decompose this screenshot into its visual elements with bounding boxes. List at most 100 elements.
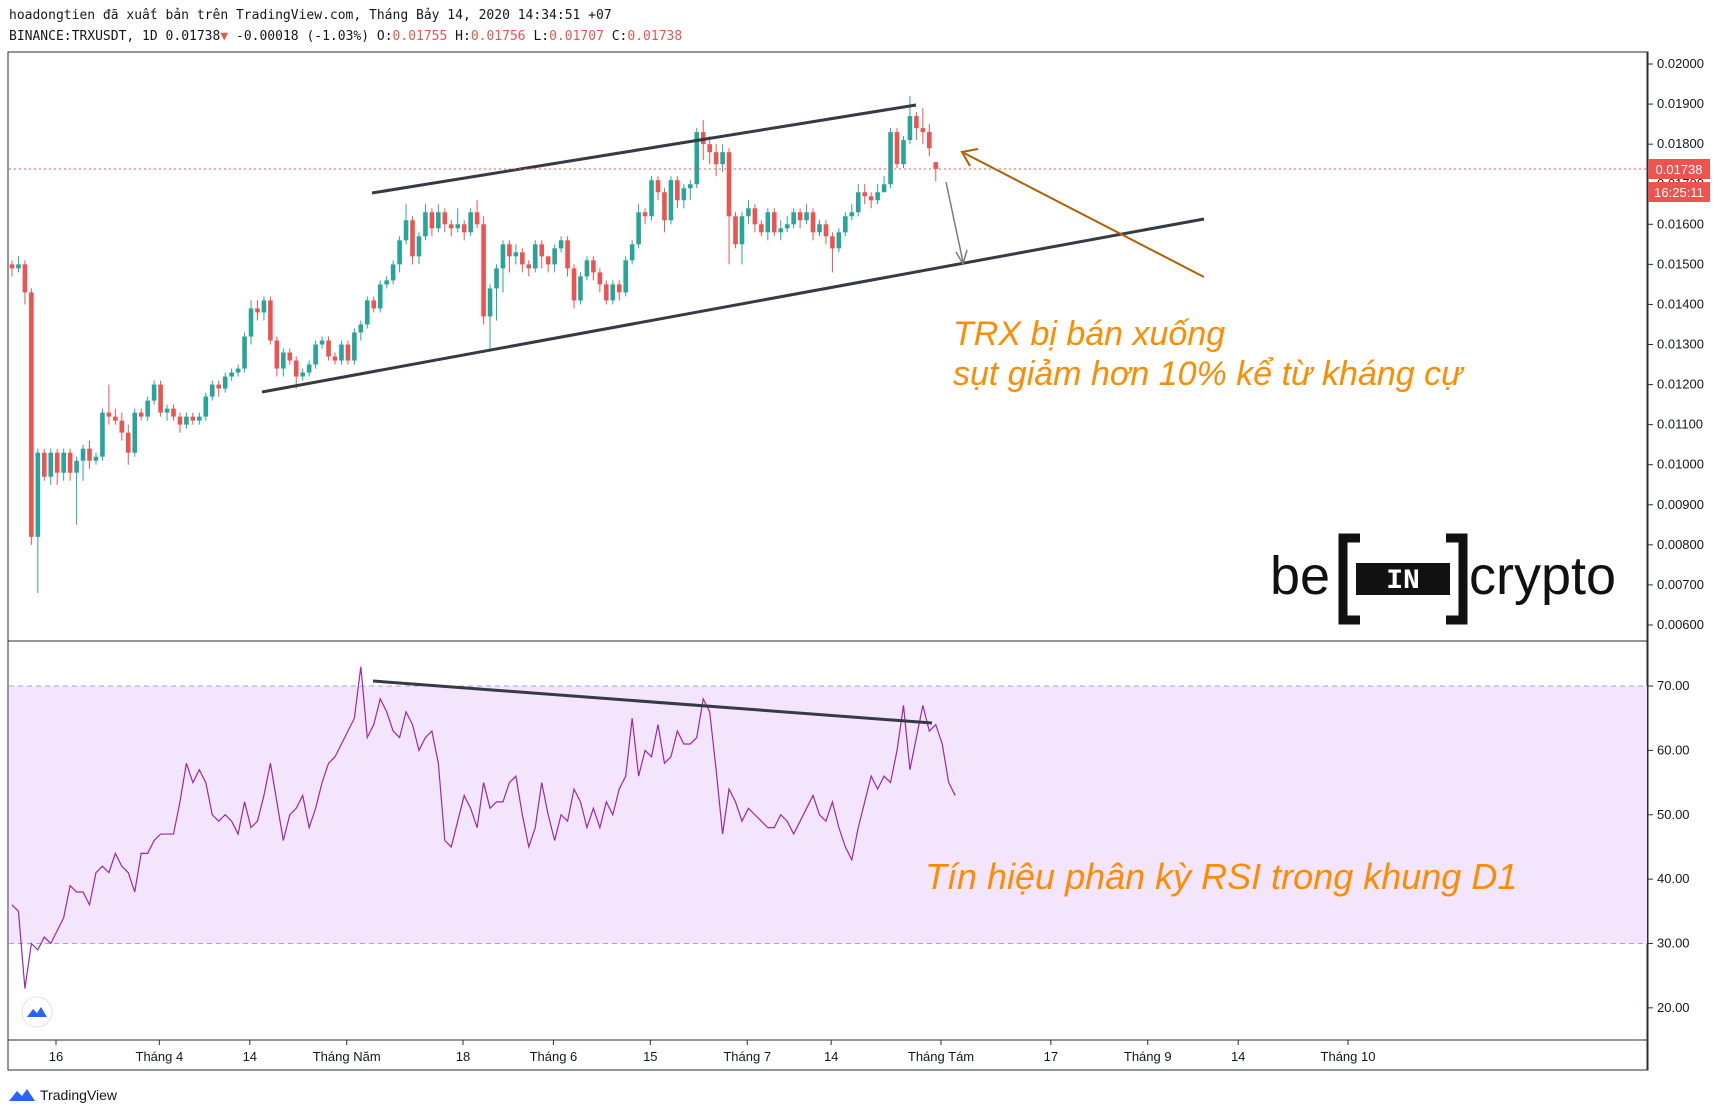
candle-body [403, 220, 409, 241]
candle-body [332, 356, 338, 361]
candle-body [843, 216, 848, 233]
candle-body [720, 152, 725, 165]
candle-body [623, 260, 628, 293]
footer-brand-label: TradingView [40, 1087, 118, 1103]
candle-body [552, 248, 557, 265]
open-value: 0.01755 [392, 29, 448, 44]
resistance-trendline[interactable] [371, 103, 917, 195]
time-tick-label: Tháng 9 [1124, 1049, 1172, 1064]
candle-body [274, 340, 280, 369]
resistance-pointer-arrow[interactable] [963, 152, 1205, 278]
logo-in-block [1356, 563, 1450, 595]
footer-brand[interactable]: TradingView [8, 1087, 117, 1103]
candle-body [197, 416, 202, 421]
beincrypto-logo: be IN crypto [1270, 533, 1616, 625]
candle-body [358, 324, 364, 333]
high-value: 0.01756 [470, 29, 526, 44]
candle-body [345, 344, 351, 361]
rsi-axis[interactable]: 70.00 60.00 50.00 40.00 30.00 20.00 [1647, 678, 1690, 1015]
countdown-label: 16:25:11 [1654, 185, 1704, 200]
time-tick-label: 15 [643, 1049, 657, 1064]
candle-body [784, 224, 790, 229]
candle-body [313, 344, 318, 365]
publish-line: hoadongtien đã xuất bản trên TradingView… [9, 8, 612, 23]
candle-body [61, 452, 66, 473]
candle-body [209, 384, 215, 397]
candle-body [526, 264, 532, 269]
candle-body [468, 212, 473, 233]
rsi-divergence-line[interactable] [372, 679, 933, 725]
price-tick-label: 0.01200 [1657, 377, 1704, 392]
candle-body [145, 400, 150, 417]
candle-body [507, 244, 512, 257]
candle-body [578, 276, 583, 301]
candle-body [203, 396, 209, 417]
price-change: -0.00018 (-1.03%) [236, 29, 370, 44]
candle-body [416, 236, 422, 257]
logo-be: be [1270, 546, 1330, 606]
candle-body [293, 360, 299, 377]
candle-body [726, 152, 732, 217]
candle-body [649, 180, 654, 217]
candle-body [326, 340, 331, 357]
time-tick-label: Tháng 7 [723, 1049, 771, 1064]
rsi-tick-label: 50.00 [1657, 807, 1690, 822]
price-tick-label: 0.01900 [1657, 96, 1704, 111]
low-value: 0.01707 [549, 29, 604, 44]
time-axis[interactable]: 16 Tháng 4 14 Tháng Năm 18 Tháng 6 15 Tháng 7 14… [49, 1040, 1376, 1064]
candle-body [862, 192, 868, 197]
low-label: L: [533, 29, 550, 44]
candle-body [132, 412, 138, 453]
candle-body [164, 408, 170, 413]
candle-body [817, 224, 822, 233]
candle-body [261, 300, 267, 313]
candle-body [901, 140, 906, 165]
rsi-tick-label: 20.00 [1657, 1000, 1690, 1015]
candle-body [410, 220, 415, 257]
candle-body [681, 188, 687, 201]
candle-body [629, 244, 635, 261]
last-price: 0.01738 [165, 29, 221, 44]
candle-body [494, 268, 499, 289]
price-axis[interactable]: 0.020000.019000.018000.017000.016000.015… [1647, 56, 1704, 632]
candle-body [920, 128, 926, 133]
candle-body [888, 132, 893, 185]
candle-body [48, 452, 54, 477]
annotation-line-2: sụt giảm hơn 10% kể từ kháng cự [953, 355, 1465, 393]
candle-body [500, 244, 506, 269]
candle-body [771, 212, 777, 233]
candle-body [797, 212, 803, 221]
rsi-annotation: Tín hiệu phân kỳ RSI trong khung D1 [925, 856, 1517, 897]
price-tick-label: 0.00600 [1657, 617, 1704, 632]
down-arrow-icon: ▼ [220, 29, 229, 44]
candle-body [933, 162, 939, 169]
candle-body [138, 412, 144, 417]
candle-body [281, 352, 286, 369]
time-tick-label: Tháng Tám [908, 1049, 974, 1064]
price-tick-label: 0.00700 [1657, 577, 1704, 592]
candle-body [868, 196, 874, 201]
candle-body [397, 240, 402, 265]
candle-body [87, 448, 92, 461]
candle-body [216, 384, 222, 389]
candle-body [67, 452, 73, 473]
candle-body [365, 300, 370, 325]
support-trendline[interactable] [261, 217, 1205, 394]
candle-body [300, 372, 305, 377]
last-price-badge-label: 0.01738 [1656, 162, 1703, 177]
time-tick-label: 17 [1044, 1049, 1058, 1064]
candle-body [823, 224, 829, 237]
candle-body [455, 224, 461, 229]
candle-body [474, 212, 480, 225]
candle-body [894, 132, 900, 165]
projection-arrow[interactable] [945, 181, 964, 263]
candle-body [151, 384, 157, 401]
logo-crypto: crypto [1469, 546, 1616, 606]
candle-body [642, 212, 648, 217]
candle-body [487, 288, 493, 317]
candle-body [791, 212, 796, 225]
candle-body [16, 264, 21, 269]
chart-frame [7, 51, 1649, 1071]
candle-body [849, 212, 855, 217]
